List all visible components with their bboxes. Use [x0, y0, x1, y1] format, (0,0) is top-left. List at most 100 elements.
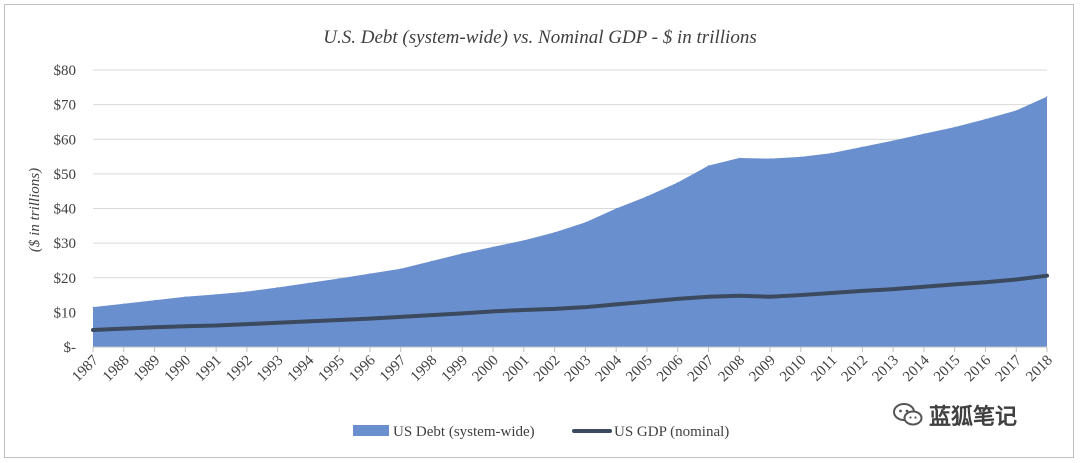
x-tick-label-2004: 2004: [592, 352, 625, 385]
debt-point-2007: [708, 165, 709, 166]
debt-point-2005: [646, 196, 647, 197]
gdp-point-1990: [184, 325, 187, 328]
x-tick-label-1989: 1989: [131, 353, 164, 386]
gdp-point-1999: [461, 312, 464, 315]
gdp-point-2002: [553, 307, 556, 310]
debt-point-2008: [739, 157, 740, 158]
x-tick-label-1990: 1990: [162, 353, 195, 386]
gdp-point-2005: [645, 300, 648, 303]
x-tick-label-1992: 1992: [223, 353, 256, 386]
gdp-point-2003: [584, 306, 587, 309]
chart-title: U.S. Debt (system-wide) vs. Nominal GDP …: [323, 27, 756, 48]
debt-point-2002: [554, 232, 555, 233]
debt-point-2014: [923, 133, 924, 134]
debt-point-1992: [246, 291, 247, 292]
y-tick-label-6: $60: [54, 132, 77, 148]
x-tick-label-2000: 2000: [469, 353, 502, 386]
gdp-point-1988: [122, 327, 125, 330]
debt-point-2015: [954, 127, 955, 128]
gdp-point-2004: [615, 303, 618, 306]
debt-point-1998: [431, 261, 432, 262]
gdp-point-2007: [707, 295, 710, 298]
gdp-point-2010: [799, 294, 802, 297]
x-tick-label-1998: 1998: [408, 353, 441, 386]
debt-point-2004: [616, 208, 617, 209]
gdp-point-1997: [399, 315, 402, 318]
y-tick-label-2: $20: [54, 271, 77, 287]
debt-point-2006: [677, 182, 678, 183]
gdp-point-2009: [769, 295, 772, 298]
debt-point-1993: [277, 287, 278, 288]
watermark: 蓝狐笔记: [893, 400, 1017, 430]
x-tick-label-2010: 2010: [777, 353, 810, 386]
x-tick-label-2005: 2005: [623, 353, 656, 386]
gdp-point-1994: [307, 320, 310, 323]
y-tick-label-3: $30: [54, 236, 77, 252]
y-tick-label-0: $-: [64, 340, 77, 356]
x-tick-label-1993: 1993: [254, 353, 287, 386]
wechat-icon: [893, 402, 923, 428]
legend-label-debt: US Debt (system-wide): [393, 424, 535, 440]
x-tick-label-2006: 2006: [654, 352, 687, 385]
x-tick-label-2017: 2017: [993, 352, 1026, 385]
x-tick-label-2015: 2015: [931, 353, 964, 386]
gdp-point-2013: [892, 288, 895, 291]
gdp-point-1989: [153, 326, 156, 329]
debt-point-1997: [400, 268, 401, 269]
debt-point-2003: [585, 222, 586, 223]
gdp-point-2014: [922, 285, 925, 288]
debt-point-1987: [93, 307, 94, 308]
debt-point-2009: [770, 158, 771, 159]
debt-point-2013: [893, 140, 894, 141]
debt-point-1996: [369, 273, 370, 274]
y-tick-label-1: $10: [54, 305, 77, 321]
gdp-point-2011: [830, 291, 833, 294]
x-tick-label-1988: 1988: [100, 353, 133, 386]
y-tick-label-7: $70: [54, 98, 77, 114]
x-tick-label-1987: 1987: [69, 352, 102, 385]
gdp-point-2015: [953, 283, 956, 286]
gdp-point-2012: [861, 289, 864, 292]
gdp-point-2016: [984, 281, 987, 284]
debt-point-1990: [185, 296, 186, 297]
x-tick-label-1994: 1994: [285, 352, 318, 385]
debt-point-1994: [308, 282, 309, 283]
gdp-point-2000: [492, 310, 495, 313]
gdp-point-1992: [245, 323, 248, 326]
debt-point-2012: [862, 146, 863, 147]
gdp-point-1995: [338, 318, 341, 321]
axes: [93, 347, 1047, 352]
x-tick-labels: 1987198819891990199119921993199419951996…: [69, 352, 1056, 385]
gdp-point-2017: [1015, 278, 1018, 281]
y-tick-label-5: $50: [54, 167, 77, 183]
gdp-point-1996: [368, 317, 371, 320]
legend-label-gdp: US GDP (nominal): [614, 424, 729, 440]
watermark-text: 蓝狐笔记: [929, 399, 1017, 431]
gdp-point-2006: [676, 297, 679, 300]
debt-point-2010: [800, 156, 801, 157]
gdp-point-1987: [92, 329, 95, 332]
gdp-point-1993: [276, 321, 279, 324]
x-tick-label-2018: 2018: [1023, 353, 1056, 386]
y-axis-label: ($ in trillions): [27, 168, 43, 252]
gdp-point-1998: [430, 314, 433, 317]
x-tick-label-1999: 1999: [439, 353, 472, 386]
debt-point-2017: [1016, 110, 1017, 111]
gdp-point-2018: [1046, 274, 1049, 277]
debt-point-2018: [1047, 96, 1048, 97]
y-tick-label-8: $80: [54, 63, 77, 79]
debt-point-1995: [339, 278, 340, 279]
debt-point-1988: [123, 303, 124, 304]
x-tick-label-2007: 2007: [685, 352, 718, 385]
x-tick-label-2009: 2009: [746, 353, 779, 386]
legend-swatch-debt: [353, 425, 389, 436]
debt-point-1991: [216, 294, 217, 295]
x-tick-label-2011: 2011: [808, 353, 840, 385]
x-tick-label-1991: 1991: [192, 353, 225, 386]
legend: US Debt (system-wide) US GDP (nominal): [353, 424, 729, 440]
x-tick-label-1997: 1997: [377, 352, 410, 385]
x-tick-label-2012: 2012: [839, 353, 872, 386]
y-tick-label-4: $40: [54, 202, 77, 218]
gdp-point-2001: [522, 308, 525, 311]
